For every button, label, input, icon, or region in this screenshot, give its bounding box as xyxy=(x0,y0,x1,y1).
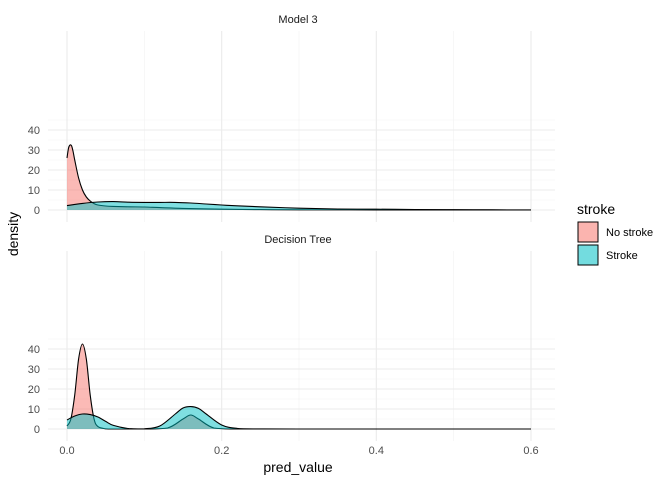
y-tick-label: 10 xyxy=(28,404,40,416)
legend-key-no-stroke xyxy=(577,221,599,243)
y-tick-label: 10 xyxy=(28,185,40,197)
panel-density-areas xyxy=(66,343,531,430)
y-tick-label: 20 xyxy=(28,384,40,396)
legend-label-no-stroke: No stroke xyxy=(606,227,653,239)
y-tick-label: 30 xyxy=(28,145,40,157)
y-axis-title: density xyxy=(5,212,21,256)
panel-background xyxy=(48,31,555,222)
density-area-stroke xyxy=(67,201,531,210)
y-tick-labels: 0 10 20 30 40 xyxy=(28,125,40,217)
facet-title-model-3: Model 3 xyxy=(278,14,317,26)
y-tick-label: 0 xyxy=(34,205,40,217)
y-tick-label: 0 xyxy=(34,424,40,436)
panel-grid xyxy=(48,31,555,222)
y-tick-label: 40 xyxy=(28,125,40,137)
facet-panel-decision-tree: Decision Tree 0 10 20 30 40 xyxy=(28,234,555,441)
legend-title: stroke xyxy=(577,201,615,217)
x-tick-label: 0.6 xyxy=(523,445,538,457)
density-line-stroke xyxy=(66,406,531,430)
facet-panel-model-3: Model 3 0 10 20 30 40 xyxy=(28,14,555,222)
x-tick-label: 0.2 xyxy=(214,445,229,457)
x-tick-label: 0.0 xyxy=(59,445,74,457)
facet-title-decision-tree: Decision Tree xyxy=(264,234,331,246)
x-tick-labels: 0.0 0.2 0.4 0.6 xyxy=(59,445,538,457)
legend-key-stroke xyxy=(577,244,599,266)
legend: stroke No stroke Stroke xyxy=(577,201,653,266)
panel-density-areas xyxy=(66,144,532,211)
x-axis-title: pred_value xyxy=(263,459,332,475)
x-tick-label: 0.4 xyxy=(369,445,384,457)
panel-grid xyxy=(48,251,555,441)
density-area-stroke xyxy=(67,406,531,429)
y-tick-label: 20 xyxy=(28,165,40,177)
legend-label-stroke: Stroke xyxy=(606,250,638,262)
density-line-stroke xyxy=(66,201,532,211)
panel-background xyxy=(48,251,555,441)
y-tick-label: 30 xyxy=(28,364,40,376)
y-tick-labels: 0 10 20 30 40 xyxy=(28,344,40,436)
y-tick-label: 40 xyxy=(28,344,40,356)
